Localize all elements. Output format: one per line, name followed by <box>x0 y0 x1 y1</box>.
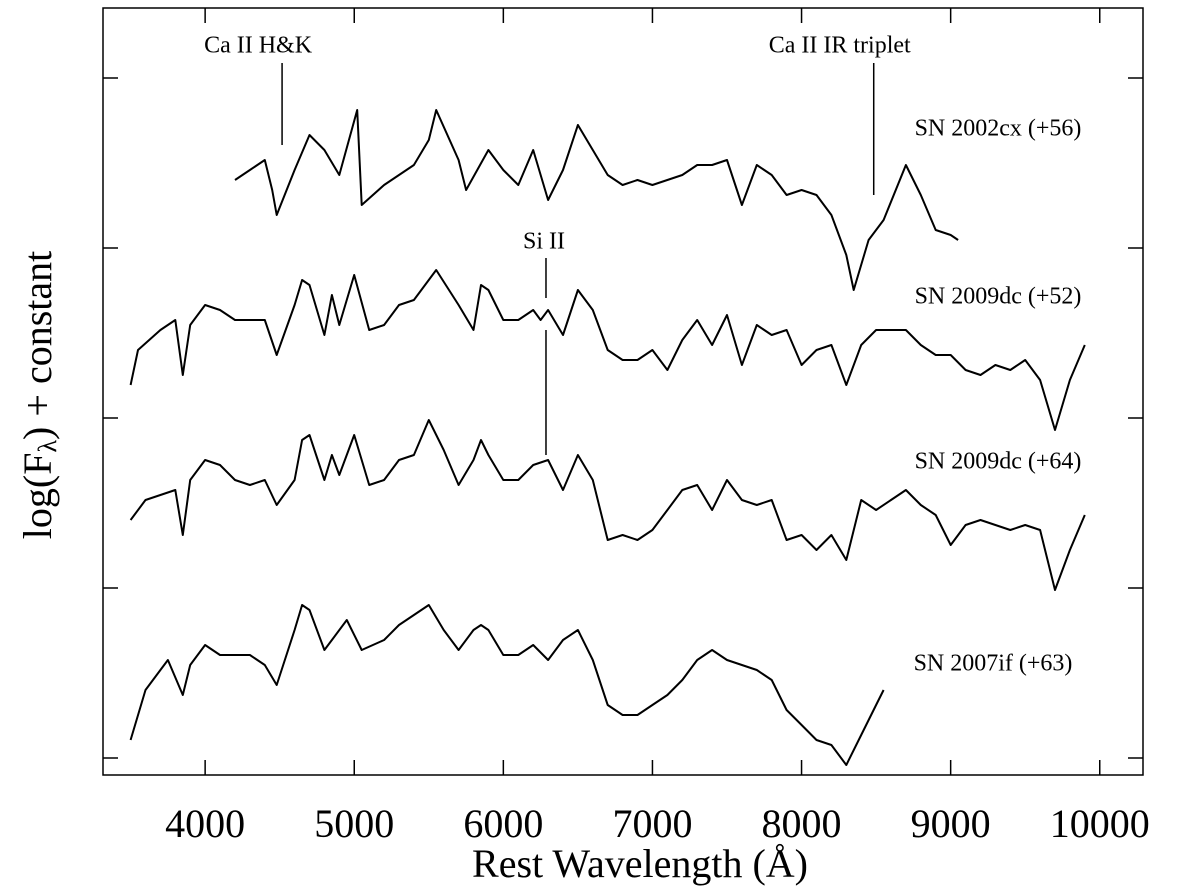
plot-frame <box>102 7 1144 776</box>
series-label: SN 2002cx (+56) <box>915 116 1082 142</box>
annotation: Ca II IR triplet <box>769 33 911 59</box>
y-label-part: log(F <box>15 453 60 540</box>
annotation: Ca II H&K <box>204 33 313 59</box>
x-axis-label: Rest Wavelength (Å) <box>472 841 808 886</box>
x-tick-label: 8000 <box>762 801 842 846</box>
spectrum-line <box>234 109 959 291</box>
x-tick-label: 10000 <box>1050 801 1150 846</box>
x-tick-label: 4000 <box>165 801 245 846</box>
x-tick-label: 7000 <box>612 801 692 846</box>
spectrum-line <box>129 419 1086 591</box>
y-axis-label: log(Fλ) + constant <box>15 251 62 539</box>
x-tick-label: 9000 <box>911 801 991 846</box>
x-tick-label: 5000 <box>314 801 394 846</box>
y-label-sub: λ <box>33 440 62 453</box>
series-label: SN 2009dc (+52) <box>915 284 1082 310</box>
y-label-part: ) + constant <box>15 251 60 440</box>
spectrum-line <box>129 269 1086 431</box>
annotation: Si II <box>523 229 565 255</box>
x-tick-label: 6000 <box>463 801 543 846</box>
series-label: SN 2009dc (+64) <box>915 449 1082 475</box>
spectrum-line <box>129 604 885 766</box>
series-label: SN 2007if (+63) <box>914 651 1073 677</box>
